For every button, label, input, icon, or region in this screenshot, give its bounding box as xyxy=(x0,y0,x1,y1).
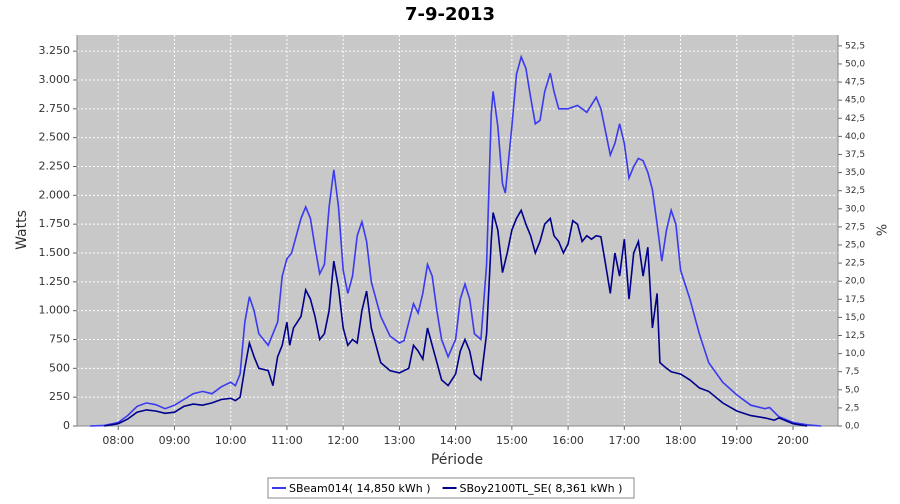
x-tick-label: 10:00 xyxy=(215,434,247,447)
x-tick-label: 18:00 xyxy=(665,434,697,447)
y2-tick-label: 42,5 xyxy=(845,114,865,124)
x-tick-label: 14:00 xyxy=(440,434,472,447)
y-tick-label: 2.250 xyxy=(39,159,71,172)
legend-label: SBeam014( 14,850 kWh ) xyxy=(289,482,431,495)
y-tick-label: 1.750 xyxy=(39,217,71,230)
x-axis-label: Période xyxy=(431,452,483,468)
y2-tick-label: 17,5 xyxy=(845,295,865,305)
x-tick-label: 17:00 xyxy=(608,434,640,447)
x-tick-label: 09:00 xyxy=(159,434,191,447)
series-line xyxy=(90,54,822,427)
y2-tick-label: 47,5 xyxy=(845,78,865,88)
y2-tick-label: 40,0 xyxy=(845,132,865,142)
y2-tick-label: 20,0 xyxy=(845,277,865,287)
y-tick-label: 250 xyxy=(49,390,70,403)
y2-tick-label: 7,5 xyxy=(845,367,859,377)
x-tick-label: 08:00 xyxy=(102,434,134,447)
y-tick-label: 500 xyxy=(49,361,70,374)
y2-tick-label: 45,0 xyxy=(845,96,865,106)
y2-tick-label: 10,0 xyxy=(845,349,865,359)
y-tick-label: 1.250 xyxy=(39,275,71,288)
y2-axis-label: % xyxy=(873,224,888,236)
y2-tick-label: 15,0 xyxy=(845,313,865,323)
y2-tick-label: 32,5 xyxy=(845,186,865,196)
x-tick-label: 19:00 xyxy=(721,434,753,447)
x-tick-label: 16:00 xyxy=(552,434,584,447)
y-tick-label: 3.250 xyxy=(39,44,71,57)
y2-tick-label: 27,5 xyxy=(845,222,865,232)
y-tick-label: 1.000 xyxy=(39,304,71,317)
y2-tick-label: 37,5 xyxy=(845,150,865,160)
y2-tick-label: 25,0 xyxy=(845,240,865,250)
y2-tick-label: 0,0 xyxy=(845,422,860,432)
x-tick-label: 15:00 xyxy=(496,434,528,447)
y2-tick-label: 2,5 xyxy=(845,403,859,413)
y2-tick-label: 5,0 xyxy=(845,385,860,395)
x-tick-label: 11:00 xyxy=(271,434,303,447)
legend-label: SBoy2100TL_SE( 8,361 kWh ) xyxy=(460,482,623,495)
y2-tick-label: 22,5 xyxy=(845,259,865,269)
y-tick-label: 2.500 xyxy=(39,131,71,144)
y-tick-label: 2.750 xyxy=(39,102,71,115)
y2-tick-label: 52,5 xyxy=(845,41,865,51)
y2-tick-label: 12,5 xyxy=(845,331,865,341)
chart-title: 7-9-2013 xyxy=(405,4,495,25)
series-line xyxy=(104,208,808,427)
y2-tick-label: 50,0 xyxy=(845,59,865,69)
y-axis-label: Watts xyxy=(14,210,30,250)
y-tick-label: 2.000 xyxy=(39,188,71,201)
x-tick-label: 13:00 xyxy=(384,434,416,447)
x-tick-label: 12:00 xyxy=(327,434,359,447)
y-tick-label: 750 xyxy=(49,332,70,345)
y-tick-label: 0 xyxy=(63,419,70,432)
y-tick-label: 3.000 xyxy=(39,73,71,86)
y2-tick-label: 30,0 xyxy=(845,204,865,214)
x-tick-label: 20:00 xyxy=(777,434,809,447)
y-tick-label: 1.500 xyxy=(39,246,71,259)
y2-tick-label: 35,0 xyxy=(845,168,865,178)
